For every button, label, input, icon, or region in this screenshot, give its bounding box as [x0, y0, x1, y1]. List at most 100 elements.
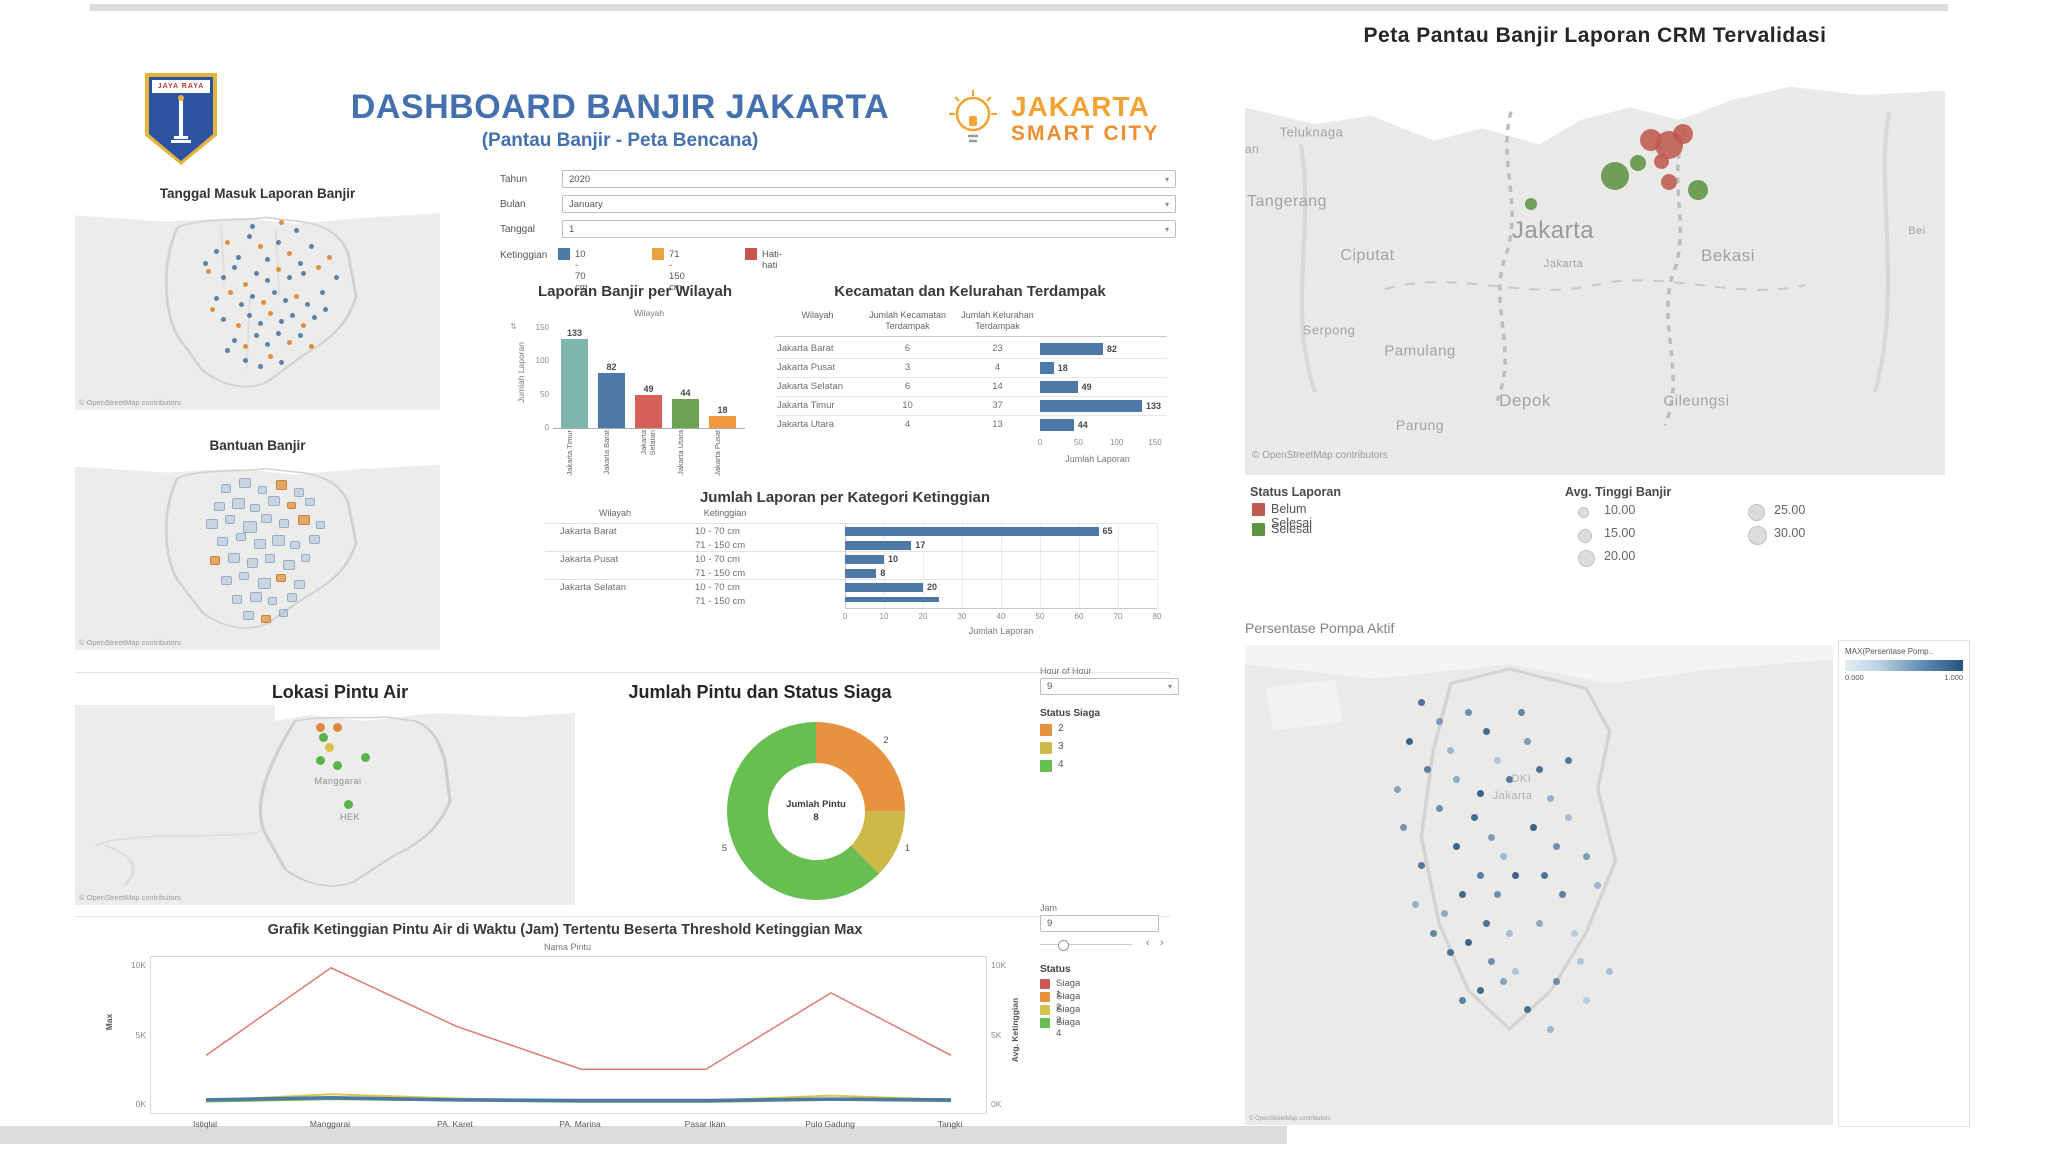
report-dot[interactable] — [275, 240, 281, 246]
pump-dot[interactable] — [1517, 708, 1525, 716]
aid-area-mark[interactable] — [239, 478, 252, 489]
report-dot[interactable] — [297, 260, 303, 266]
line-chart-plot[interactable] — [150, 956, 987, 1114]
pump-dot[interactable] — [1441, 910, 1449, 918]
pump-dot[interactable] — [1564, 814, 1572, 822]
pump-dot[interactable] — [1429, 929, 1437, 937]
pump-dot[interactable] — [1447, 747, 1455, 755]
floodgate-dot[interactable] — [315, 722, 325, 732]
bar-mark[interactable] — [845, 568, 877, 578]
report-dot[interactable] — [231, 265, 237, 271]
pump-dot[interactable] — [1400, 823, 1408, 831]
pump-dot[interactable] — [1412, 900, 1420, 908]
report-dot[interactable] — [224, 240, 230, 246]
pump-dot[interactable] — [1464, 708, 1472, 716]
sort-icon[interactable]: ⇅ — [510, 322, 517, 331]
pump-dot[interactable] — [1582, 996, 1590, 1004]
pump-dot[interactable] — [1476, 871, 1484, 879]
report-dot[interactable] — [275, 267, 281, 273]
report-dot[interactable] — [286, 250, 292, 256]
aid-area-mark[interactable] — [221, 575, 232, 586]
bar-mark[interactable] — [598, 373, 625, 428]
pump-dot[interactable] — [1535, 766, 1543, 774]
report-dot[interactable] — [272, 289, 278, 295]
floodgate-dot[interactable] — [333, 760, 343, 770]
report-dot[interactable] — [257, 244, 263, 250]
pump-dot[interactable] — [1482, 727, 1490, 735]
aid-area-mark[interactable] — [286, 501, 296, 510]
aid-area-mark[interactable] — [308, 534, 320, 545]
pump-dot[interactable] — [1506, 775, 1514, 783]
report-dot[interactable] — [301, 323, 307, 329]
report-dot[interactable] — [242, 358, 248, 364]
aid-area-mark[interactable] — [231, 595, 242, 604]
pump-dot[interactable] — [1447, 948, 1455, 956]
pump-dot[interactable] — [1511, 967, 1519, 975]
report-dot[interactable] — [253, 333, 259, 339]
aid-area-mark[interactable] — [210, 556, 221, 565]
pump-dot[interactable] — [1453, 843, 1461, 851]
aid-area-mark[interactable] — [315, 521, 325, 529]
aid-area-mark[interactable] — [228, 552, 241, 563]
aid-area-mark[interactable] — [253, 538, 266, 549]
pump-dot[interactable] — [1476, 987, 1484, 995]
report-dot[interactable] — [264, 277, 270, 283]
report-dot[interactable] — [279, 219, 285, 225]
bar-mark[interactable] — [845, 596, 939, 602]
report-dot[interactable] — [213, 296, 219, 302]
pump-dot[interactable] — [1547, 1025, 1555, 1033]
report-dot[interactable] — [257, 364, 263, 370]
report-dot[interactable] — [290, 312, 296, 318]
aid-area-mark[interactable] — [257, 486, 267, 494]
aid-area-mark[interactable] — [213, 501, 225, 511]
report-dot[interactable] — [286, 275, 292, 281]
aid-area-mark[interactable] — [301, 554, 311, 563]
report-dot[interactable] — [246, 312, 252, 318]
report-dot[interactable] — [308, 244, 314, 250]
report-dot[interactable] — [283, 298, 289, 304]
report-dot[interactable] — [221, 316, 226, 322]
pump-dot[interactable] — [1559, 891, 1567, 899]
aid-area-mark[interactable] — [283, 560, 296, 571]
report-dot[interactable] — [202, 260, 208, 266]
pump-dot[interactable] — [1529, 823, 1537, 831]
floodgate-dot[interactable] — [318, 732, 328, 742]
floodgate-dot[interactable] — [343, 799, 353, 809]
report-dot[interactable] — [228, 289, 234, 295]
aid-area-mark[interactable] — [242, 521, 257, 533]
pump-dot[interactable] — [1417, 699, 1425, 707]
bar-mark[interactable] — [1040, 381, 1078, 393]
pump-dot[interactable] — [1582, 852, 1590, 860]
aid-area-mark[interactable] — [250, 591, 263, 602]
pump-dot[interactable] — [1470, 814, 1478, 822]
bar-mark[interactable] — [1040, 362, 1054, 374]
crm-report-dot[interactable] — [1630, 155, 1647, 172]
slider-next-button[interactable]: › — [1160, 937, 1164, 949]
aid-area-mark[interactable] — [275, 573, 286, 583]
pump-dot[interactable] — [1435, 804, 1443, 812]
aid-area-mark[interactable] — [206, 519, 219, 530]
report-dot[interactable] — [224, 347, 230, 353]
report-dot[interactable] — [279, 360, 285, 366]
line-series-max[interactable] — [205, 966, 952, 1070]
pump-dot[interactable] — [1406, 737, 1414, 745]
report-dot[interactable] — [213, 248, 219, 254]
pump-dot[interactable] — [1523, 1006, 1531, 1014]
pump-dot[interactable] — [1511, 871, 1519, 879]
pump-dot[interactable] — [1494, 756, 1502, 764]
report-dot[interactable] — [250, 223, 256, 229]
pump-dot[interactable] — [1464, 939, 1472, 947]
pump-dot[interactable] — [1506, 929, 1514, 937]
report-dot[interactable] — [239, 302, 245, 308]
aid-area-mark[interactable] — [261, 513, 273, 523]
pump-dot[interactable] — [1594, 881, 1602, 889]
report-dot[interactable] — [257, 320, 263, 326]
report-dot[interactable] — [319, 289, 325, 295]
bar-mark[interactable] — [635, 395, 662, 428]
report-dot[interactable] — [231, 337, 237, 343]
map-lokasi-pintu-air[interactable]: Manggarai HEK © OpenStreetMap contributor… — [75, 705, 575, 905]
report-dot[interactable] — [264, 341, 270, 347]
pump-dot[interactable] — [1453, 775, 1461, 783]
pump-dot[interactable] — [1494, 891, 1502, 899]
aid-area-mark[interactable] — [275, 480, 287, 490]
